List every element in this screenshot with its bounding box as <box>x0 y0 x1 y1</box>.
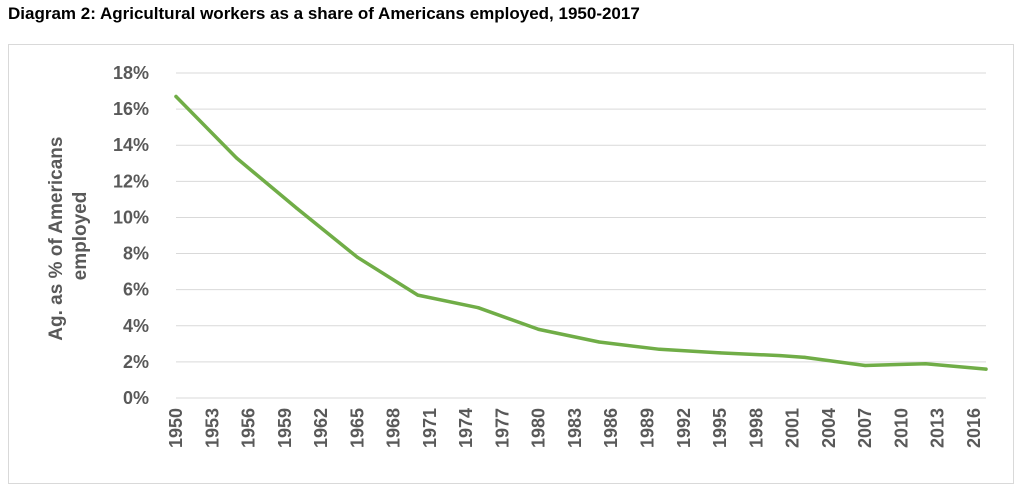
data-point <box>295 206 299 211</box>
series-group <box>174 94 988 371</box>
data-point <box>355 255 359 259</box>
y-tick-label: 8% <box>123 244 149 264</box>
x-tick-label: 2007 <box>855 408 875 448</box>
x-tick-label: 1980 <box>529 408 549 448</box>
data-point <box>416 293 420 297</box>
x-tick-label: 1998 <box>746 408 766 448</box>
x-tick-label: 2004 <box>819 408 839 448</box>
y-tick-label: 12% <box>113 171 149 191</box>
y-tick-label: 18% <box>113 63 149 83</box>
data-point <box>923 362 928 366</box>
x-tick-label: 2001 <box>783 408 803 448</box>
x-tick-label: 1956 <box>239 408 259 448</box>
x-tick-label: 1953 <box>202 408 222 448</box>
y-tick-label: 16% <box>113 99 149 119</box>
x-tick-label: 1974 <box>456 408 476 448</box>
y-axis-label: Ag. as % of Americans employed <box>46 131 91 340</box>
data-point <box>234 156 239 160</box>
x-tick-label: 2010 <box>891 408 911 448</box>
x-tick-label: 2016 <box>964 408 984 448</box>
gridlines <box>176 72 986 399</box>
x-tick-label: 1971 <box>420 408 440 448</box>
x-tick-label: 1959 <box>275 408 295 448</box>
data-point <box>537 327 541 331</box>
y-axis-label-line-2: employed <box>70 192 91 281</box>
data-point <box>863 363 867 368</box>
data-point <box>476 306 480 310</box>
x-tick-label: 1950 <box>166 408 186 448</box>
x-tick-label: 1986 <box>601 408 621 448</box>
data-point <box>657 347 662 351</box>
y-axis-label-line-1: Ag. as % of Americans <box>46 137 67 341</box>
data-point <box>778 353 783 358</box>
x-tick-label: 1992 <box>674 408 694 448</box>
y-tick-label: 2% <box>123 352 149 372</box>
x-tick-label: 1962 <box>311 408 331 448</box>
x-tick-label: 1995 <box>710 408 730 448</box>
data-point <box>718 351 722 355</box>
x-tick-label: 1965 <box>347 408 367 448</box>
x-tick-label: 1983 <box>565 408 585 448</box>
y-tick-label: 6% <box>123 280 149 300</box>
data-point <box>803 355 807 359</box>
y-tick-label: 4% <box>123 316 149 336</box>
data-point <box>174 94 178 99</box>
x-tick-label: 1968 <box>384 408 404 448</box>
y-tick-label: 10% <box>113 207 149 227</box>
chart-title: Diagram 2: Agricultural workers as a sha… <box>8 4 640 23</box>
y-tick-label: 0% <box>123 388 149 408</box>
x-tick-label: 1977 <box>492 408 512 448</box>
series-line <box>174 94 988 371</box>
data-point <box>597 340 601 344</box>
y-axis-ticks: 0% 2% 4% 6% 8% 10% 12% 14% 16% 18% <box>113 63 149 408</box>
x-tick-label: 2013 <box>928 408 948 448</box>
y-tick-label: 14% <box>113 135 149 155</box>
x-tick-label: 1989 <box>637 408 657 448</box>
x-axis-ticks: 1950 1953 1956 1959 1962 1965 1968 1971 1974 1977… <box>166 408 984 448</box>
chart-frame <box>8 44 1014 484</box>
data-point <box>984 367 988 371</box>
